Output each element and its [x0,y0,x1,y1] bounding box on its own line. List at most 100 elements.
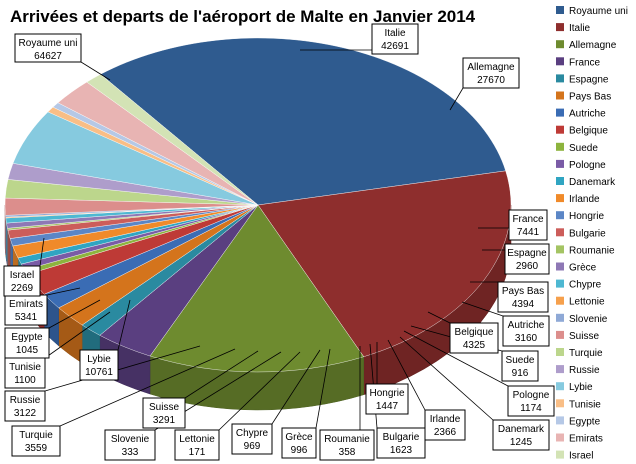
data-label: Egypte 1045 [4,327,50,359]
legend-swatch [556,74,564,83]
legend-label: Pays Bas [569,92,611,103]
legend-label: Belgique [569,126,608,137]
data-label: Lybie 10761 [79,349,119,381]
legend-item: Slovenie [556,313,608,325]
data-label-box [174,429,220,461]
data-label-name: Pologne [513,390,550,401]
legend-item: Suisse [556,330,599,342]
data-label: Tunisie 1100 [4,357,46,389]
data-label-name: Hongrie [369,388,404,399]
legend-label: Tunisie [569,399,601,410]
legend-label: Pologne [569,160,606,171]
data-label-value: 7441 [517,227,540,238]
data-label-name: Chypre [236,428,269,439]
data-label-box [376,427,426,459]
data-label: France 7441 [508,209,548,241]
legend-swatch [556,399,564,408]
legend-item: Bulgarie [556,228,606,239]
data-label-name: Lybie [87,354,111,365]
legend-label: Russie [569,365,600,376]
leader-line [59,348,236,427]
data-label-value: 3559 [25,443,48,454]
data-labels: Royaume uni 64627 Italie 42691 Allemagne 2767… [3,23,555,461]
legend-label: Lettonie [569,297,605,308]
data-label-value: 3160 [515,333,538,344]
data-label-value: 969 [244,441,261,452]
legend-swatch [556,313,564,322]
data-label-name: Danemark [498,424,545,435]
data-label-value: 1447 [376,401,399,412]
chart-title: Arrivées et departs de l'aéroport de Mal… [10,7,476,26]
legend-item: Espagne [556,74,609,85]
data-label-name: Royaume uni [19,38,78,49]
legend-label: Grèce [569,263,597,274]
legend-swatch [556,365,564,374]
legend-item: Grèce [556,262,597,274]
data-label-name: Allemagne [467,62,515,73]
data-label-box [14,33,82,63]
leader-line [80,61,111,81]
legend-label: Emirats [569,434,603,445]
data-label: Grèce 996 [281,427,317,459]
data-label-box [231,423,273,455]
legend-label: Bulgarie [569,228,606,239]
legend-swatch [556,348,564,356]
legend-swatch [556,245,564,254]
legend-label: Lybie [569,382,593,393]
data-label-box [4,327,50,359]
legend-item: Lettonie [556,296,605,308]
legend-item: Lybie [556,382,593,393]
legend-swatch [556,194,564,203]
legend-item: Allemagne [556,40,617,51]
data-label-value: 333 [122,447,139,458]
data-label-value: 1245 [510,437,533,448]
legend-swatch [556,279,564,288]
slice-italie [257,170,512,357]
legend-item: Pologne [556,159,606,171]
legend-swatch [556,57,564,66]
data-label-value: 5341 [15,312,38,323]
data-label-value: 1100 [14,375,36,386]
legend-item: Hongrie [556,211,604,222]
legend-label: Allemagne [569,40,617,51]
legend-label: Suede [569,143,598,154]
legend-label: Israel [569,451,593,462]
leader-line [315,348,331,429]
data-label-box [508,209,548,241]
data-label-name: Belgique [455,327,494,338]
leader-line [218,351,301,431]
legend-swatch [556,108,564,117]
data-label-value: 42691 [381,41,409,52]
data-label: Allemagne 27670 [462,57,520,89]
legend-swatch [556,142,564,151]
legend-swatch [556,450,564,459]
data-label: Bulgarie 1623 [376,427,426,459]
data-label-box [4,357,46,389]
legend-label: Chypre [569,280,602,291]
legend-item: Danemark [556,177,616,188]
data-label-name: Pays Bas [502,286,544,297]
legend-label: Hongrie [569,211,604,222]
legend-item: Tunisie [556,399,601,410]
data-label-box [504,243,550,275]
data-label-name: Grèce [285,432,313,443]
data-label-name: Autriche [508,320,545,331]
leader-line [399,336,494,421]
data-label-value: 1174 [520,403,542,414]
data-label-name: Suisse [149,402,179,413]
data-label-value: 916 [512,368,529,379]
data-label: Irlande 2366 [424,409,466,441]
data-label-value: 1623 [390,445,413,456]
data-label-value: 171 [189,447,206,458]
legend-swatch [556,177,564,185]
data-label-box [104,429,156,461]
data-label-box [502,315,550,347]
data-label-name: Italie [384,28,406,39]
leader-line [39,237,45,267]
legend-swatch [556,416,564,425]
data-label-box [4,294,48,326]
leader-line [44,311,111,359]
leader-line [46,287,81,296]
leader-line [48,299,101,329]
